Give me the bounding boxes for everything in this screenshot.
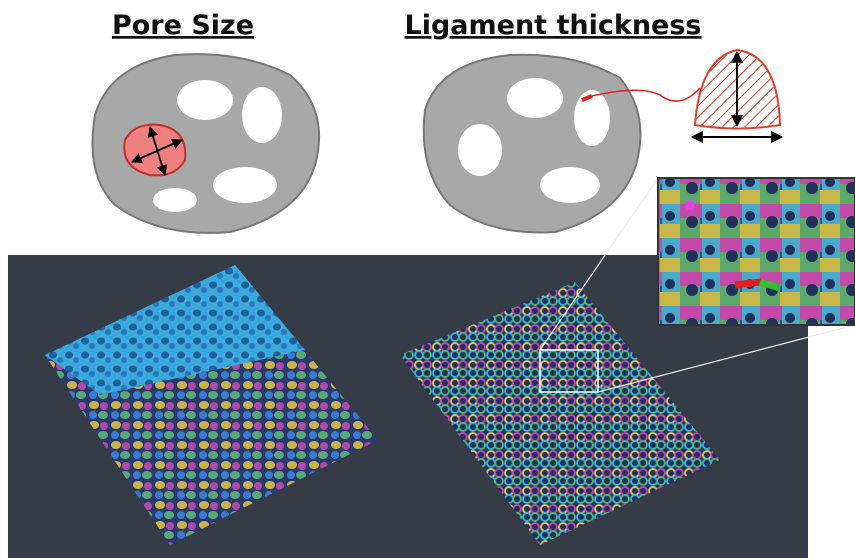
pore-size-title: Pore Size: [112, 10, 254, 41]
page: Pore Size Ligament thickness: [0, 0, 855, 558]
ligament-thickness-title: Ligament thickness: [405, 10, 702, 41]
foam-cell-pore: [93, 54, 320, 233]
zoom-inset: [658, 178, 855, 325]
figure: Pore Size Ligament thickness: [0, 0, 855, 558]
